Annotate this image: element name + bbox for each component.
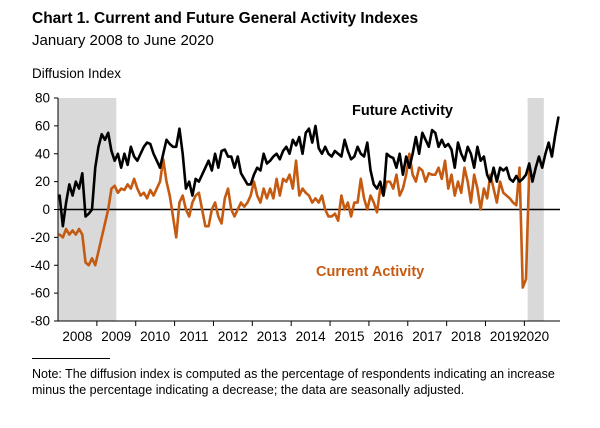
x-tick-label: 2020: [519, 329, 549, 344]
series-lines: [58, 116, 560, 289]
annotation-future-activity: Future Activity: [352, 103, 453, 119]
x-tick-label: 2011: [180, 329, 209, 344]
x-tick-label: 2012: [218, 329, 248, 344]
y-tick-label: -20: [30, 230, 50, 245]
y-axis-label: Diffusion Index: [32, 66, 122, 81]
series-annotations: Future Activity Current Activity: [316, 103, 453, 280]
x-tick-label: 2008: [62, 329, 92, 344]
x-tick-label: 2013: [257, 329, 287, 344]
y-tick-label: 60: [35, 118, 50, 133]
x-tick-label: 2017: [412, 329, 442, 344]
series-line-future-activity: [58, 116, 560, 228]
x-tick-label: 2019: [490, 329, 520, 344]
y-tick-label: -40: [30, 258, 50, 273]
x-tick-label: 2015: [334, 329, 364, 344]
x-tick-label: 2014: [296, 329, 327, 344]
x-tick-label: 2009: [101, 329, 131, 344]
annotation-current-activity: Current Activity: [316, 264, 424, 280]
y-tick-label: 80: [35, 91, 50, 106]
axes: -80 -60 -40 -20 0 20 40 60 80 2008 2009 2010 2011 201…: [30, 91, 560, 344]
y-tick-label: 40: [35, 146, 50, 161]
chart-subtitle: January 2008 to June 2020: [32, 32, 214, 49]
series-line-current-activity: [58, 152, 531, 289]
y-tick-label: 20: [35, 174, 50, 189]
chart-title: Chart 1. Current and Future General Acti…: [32, 10, 419, 27]
line-chart: -80 -60 -40 -20 0 20 40 60 80 2008 2009 2010 2011 201…: [30, 91, 560, 344]
x-tick-label: 2018: [451, 329, 481, 344]
x-tick-label: 2016: [373, 329, 403, 344]
footnote-divider: [32, 358, 110, 359]
y-tick-label: -80: [30, 314, 50, 329]
x-tick-label: 2010: [140, 329, 170, 344]
footnote: Note: The diffusion index is computed as…: [32, 367, 555, 397]
y-tick-label: -60: [30, 286, 50, 301]
y-tick-label: 0: [42, 202, 50, 217]
